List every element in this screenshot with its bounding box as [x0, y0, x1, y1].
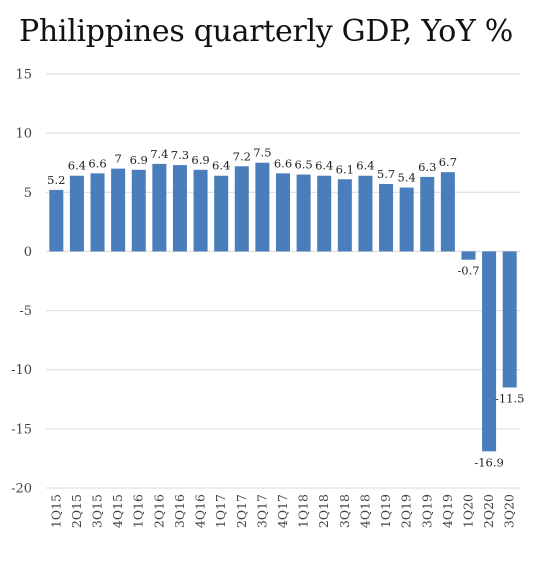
x-category-label: 1Q20 — [460, 494, 475, 528]
bar — [275, 173, 291, 252]
data-label: 6.6 — [88, 156, 106, 170]
bar — [234, 166, 249, 252]
x-category-label: 1Q18 — [296, 494, 311, 528]
bar — [440, 172, 455, 252]
x-category-label: 4Q18 — [357, 494, 372, 528]
bar — [502, 251, 517, 388]
y-tick-label: 5 — [24, 186, 32, 201]
data-label: 5.7 — [377, 167, 395, 181]
data-label: 6.6 — [274, 156, 292, 170]
data-label: 5.2 — [47, 173, 65, 187]
x-category-label: 4Q15 — [110, 494, 125, 528]
chart-title: Philippines quarterly GDP, YoY % — [19, 14, 513, 49]
x-category-label: 3Q20 — [502, 494, 517, 528]
bar — [172, 165, 187, 252]
y-tick-label: -20 — [11, 482, 32, 497]
y-tick-label: -15 — [11, 422, 32, 437]
x-category-label: 3Q15 — [90, 494, 105, 528]
y-tick-label: 10 — [15, 127, 32, 142]
bar — [337, 179, 352, 252]
data-label: 6.4 — [315, 159, 333, 173]
x-category-label: 3Q19 — [419, 494, 434, 528]
bar — [131, 169, 146, 252]
data-label: 6.3 — [418, 160, 436, 174]
bar — [379, 184, 394, 252]
data-label: 6.4 — [68, 159, 86, 173]
x-category-label: 2Q18 — [316, 494, 331, 528]
bar — [420, 176, 435, 252]
data-label: -0.7 — [457, 264, 479, 278]
data-label: 6.9 — [130, 153, 148, 167]
data-label: 6.4 — [212, 159, 230, 173]
bar — [461, 251, 476, 260]
bar — [482, 251, 497, 452]
data-label: 7 — [114, 152, 121, 166]
x-category-label: 2Q15 — [69, 494, 84, 528]
x-category-label: 2Q17 — [234, 494, 249, 528]
bar — [111, 168, 126, 252]
y-axis-tick-labels: 15 10 5 0 -5 -10 -15 -20 — [11, 68, 32, 497]
bar — [399, 187, 414, 252]
x-category-label: 4Q19 — [440, 494, 455, 528]
bar — [358, 175, 373, 252]
bar — [214, 175, 229, 252]
x-category-label: 1Q16 — [131, 494, 146, 528]
y-tick-label: -5 — [19, 304, 32, 319]
data-label: 6.7 — [439, 155, 457, 169]
x-category-label: 2Q19 — [399, 494, 414, 528]
data-label: 5.4 — [398, 171, 416, 185]
x-axis-category-labels: 1Q15 2Q15 3Q15 4Q15 1Q16 2Q16 3Q16 4Q16 1Q17 2Q17… — [48, 494, 516, 528]
x-category-label: 3Q16 — [172, 494, 187, 528]
x-category-label: 4Q17 — [275, 494, 290, 528]
data-label: 6.5 — [294, 158, 312, 172]
bar — [193, 169, 208, 252]
bar — [49, 189, 64, 252]
data-label: 7.5 — [253, 146, 271, 160]
data-label: 6.1 — [336, 162, 354, 176]
bar — [317, 175, 332, 252]
data-label: 7.2 — [233, 149, 251, 163]
data-label: 7.4 — [150, 147, 168, 161]
bar — [90, 173, 105, 252]
data-label: -16.9 — [474, 455, 504, 469]
data-label: 7.3 — [171, 148, 189, 162]
bar — [152, 163, 167, 252]
x-category-label: 4Q16 — [193, 494, 208, 528]
x-category-label: 2Q20 — [481, 494, 496, 528]
x-category-label: 2Q16 — [151, 494, 166, 528]
x-category-label: 1Q15 — [48, 494, 63, 528]
bar — [69, 175, 84, 252]
bar — [296, 174, 311, 252]
x-category-label: 3Q17 — [254, 494, 269, 528]
x-category-label: 1Q17 — [213, 494, 228, 528]
y-tick-label: 15 — [15, 68, 32, 83]
x-category-label: 1Q19 — [378, 494, 393, 528]
data-label: 6.4 — [356, 159, 374, 173]
bar — [255, 162, 270, 252]
bars — [49, 162, 517, 452]
data-labels: 5.26.4 6.6 7 6.9 7.4 7.3 6.9 6.47.2 7.56.6 6.5 6.4… — [47, 146, 524, 470]
x-category-label: 3Q18 — [337, 494, 352, 528]
data-label: -11.5 — [495, 391, 525, 405]
y-tick-label: -10 — [11, 363, 32, 378]
data-label: 6.9 — [191, 153, 209, 167]
gridlines — [46, 73, 520, 489]
y-tick-label: 0 — [24, 245, 32, 260]
